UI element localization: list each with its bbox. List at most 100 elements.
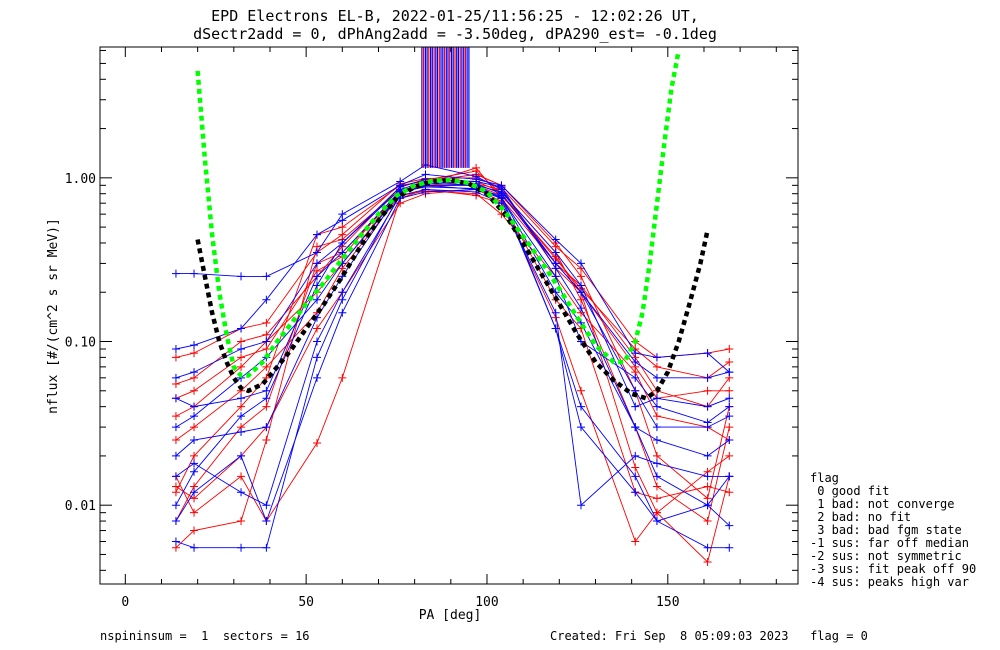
series-marker [551,324,560,333]
series-marker [262,501,271,510]
x-tick-label: 150 [656,595,679,610]
series-marker [262,362,271,371]
series-marker [237,345,246,354]
fit-curves-layer [195,50,710,401]
series-marker [190,451,199,460]
series-marker [171,537,180,546]
series-marker [652,362,661,371]
series-marker [631,463,640,472]
series-marker [703,543,712,552]
series-marker [577,402,586,411]
x-tick-label: 50 [298,595,314,610]
series-marker [725,357,734,366]
series-marker [312,230,321,239]
series-marker [725,394,734,403]
plot-frame [99,46,799,585]
series-marker [725,386,734,395]
series-marker [262,318,271,327]
series-marker [703,501,712,510]
series-marker [577,423,586,432]
series-marker [237,488,246,497]
series-marker [262,386,271,395]
legend-entry: 0 good fit [810,484,889,498]
series-marker [338,308,347,317]
series-line-16 [175,181,730,379]
series-marker [577,281,586,290]
series-marker [171,412,180,421]
series-marker [631,373,640,382]
series-marker [262,402,271,411]
series-marker [237,402,246,411]
series-marker [725,472,734,481]
series-marker [262,330,271,339]
series-line-5 [175,177,730,358]
series-line-9 [175,188,730,499]
series-marker [262,436,271,445]
series-line-1 [175,181,730,522]
series-marker [652,472,661,481]
series-marker [652,459,661,468]
series-marker [171,423,180,432]
series-marker [652,394,661,403]
legend-entry: -4 sus: peaks high var [810,575,969,589]
series-marker [497,193,506,202]
series-marker [190,508,199,517]
series-marker [703,349,712,358]
series-marker [171,345,180,354]
series-marker [171,517,180,526]
legend-entry: 2 bad: no fit [810,510,911,524]
series-marker [631,423,640,432]
series-marker [725,488,734,497]
legend-entry: -2 sus: not symmetric [810,549,962,563]
series-marker [171,451,180,460]
legend: flag 0 good fit 1 bad: not converge 2 ba… [810,471,976,589]
series-marker [703,451,712,460]
series-marker [338,288,347,297]
series-marker [703,472,712,481]
series-marker [577,501,586,510]
legend-title: flag [810,471,839,485]
vertical-lines-layer [421,47,470,168]
series-marker [577,304,586,313]
series-marker [190,526,199,535]
series-marker [190,543,199,552]
series-marker [262,345,271,354]
series-marker [190,488,199,497]
series-marker [652,508,661,517]
series-marker [631,357,640,366]
series-marker [725,521,734,530]
series-marker [652,423,661,432]
series-marker [577,272,586,281]
series-marker [237,517,246,526]
x-axis-label: PA [deg] [419,608,482,623]
series-marker [190,341,199,350]
series-marker [190,269,199,278]
series-marker [652,482,661,491]
series-marker [171,269,180,278]
series-marker [312,337,321,346]
series-marker [652,412,661,421]
series-line-4 [175,170,730,385]
series-marker [190,467,199,476]
series-marker [190,436,199,445]
series-marker [652,436,661,445]
footer-right: Created: Fri Sep 8 05:09:03 2023 flag = … [550,629,868,643]
series-marker [577,386,586,395]
series-marker [551,272,560,281]
series-marker [237,337,246,346]
series-marker [551,308,560,317]
series-marker [237,353,246,362]
series-marker [262,517,271,526]
series-marker [725,368,734,377]
series-marker [652,373,661,382]
series-line-11 [175,164,730,428]
series-marker [338,216,347,225]
series-marker [725,451,734,460]
series-marker [631,472,640,481]
series-marker [652,353,661,362]
series-marker [703,517,712,526]
series-marker [312,272,321,281]
series-layer [171,160,734,566]
series-marker [237,362,246,371]
series-marker [338,373,347,382]
